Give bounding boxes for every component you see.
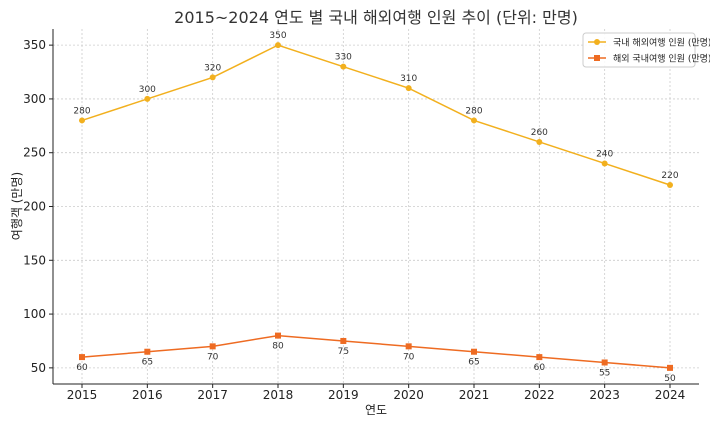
data-point bbox=[601, 160, 608, 167]
x-tick-label: 2015 bbox=[67, 388, 98, 402]
x-tick-label: 2018 bbox=[263, 388, 294, 402]
data-point bbox=[471, 348, 477, 355]
data-label: 260 bbox=[531, 128, 548, 138]
data-point bbox=[209, 343, 216, 350]
data-label: 280 bbox=[73, 106, 90, 116]
series-line bbox=[81, 44, 671, 186]
y-axis-label: 여행객 (만명) bbox=[9, 172, 24, 240]
series-2: 60 65 70 80 75 70 65 60 55 50 bbox=[76, 332, 676, 384]
data-label: 80 bbox=[272, 342, 284, 352]
data-point bbox=[79, 354, 85, 361]
data-point bbox=[144, 95, 151, 102]
data-point bbox=[144, 348, 151, 355]
data-label: 220 bbox=[661, 171, 678, 181]
series-1: 280 300 320 350 330 310 280 260 240 220 bbox=[73, 31, 679, 188]
chart-title: 2015~2024 연도 별 국내 해외여행 인원 추이 (단위: 만명) bbox=[174, 8, 578, 27]
legend: 국내 해외여행 인원 (만명) 해외 국내여행 인원 (만명) bbox=[582, 32, 710, 68]
data-label: 60 bbox=[534, 363, 546, 373]
y-tick-label: 350 bbox=[23, 38, 46, 52]
data-point bbox=[405, 343, 412, 350]
data-label: 75 bbox=[338, 347, 349, 357]
data-point bbox=[405, 85, 412, 92]
x-tick-label: 2023 bbox=[589, 388, 620, 402]
data-point bbox=[601, 359, 608, 366]
data-point bbox=[340, 337, 347, 344]
data-label: 65 bbox=[142, 358, 153, 368]
legend-item: 국내 해외여행 인원 (만명) bbox=[588, 37, 710, 49]
x-tick-label: 2020 bbox=[393, 388, 424, 402]
legend-marker bbox=[594, 55, 600, 61]
data-point bbox=[275, 332, 281, 339]
data-point bbox=[340, 63, 347, 70]
data-label: 320 bbox=[204, 63, 221, 73]
x-tick-label: 2022 bbox=[524, 388, 555, 402]
x-tick-label: 2017 bbox=[197, 388, 228, 402]
x-axis-label: 연도 bbox=[365, 403, 387, 417]
y-tick-label: 100 bbox=[23, 307, 46, 321]
series-line bbox=[81, 334, 671, 369]
y-tick-label: 250 bbox=[23, 146, 46, 160]
data-point bbox=[667, 364, 673, 371]
data-label: 330 bbox=[335, 53, 352, 63]
data-point bbox=[79, 117, 85, 124]
axes: 2015 2016 2017 2018 2019 2020 2021 2022 2023 2024… bbox=[23, 29, 699, 402]
legend-marker bbox=[594, 39, 600, 45]
data-label: 300 bbox=[139, 85, 156, 95]
x-tick-label: 2021 bbox=[459, 388, 490, 402]
x-tick-label: 2024 bbox=[655, 388, 686, 402]
data-label: 240 bbox=[596, 149, 613, 159]
data-label: 280 bbox=[465, 106, 482, 116]
x-tick-label: 2016 bbox=[132, 388, 163, 402]
data-label: 350 bbox=[269, 31, 286, 41]
y-tick-label: 300 bbox=[23, 92, 46, 106]
data-point bbox=[471, 117, 477, 124]
legend-item: 해외 국내여행 인원 (만명) bbox=[588, 53, 710, 65]
data-label: 60 bbox=[76, 363, 88, 373]
data-point bbox=[667, 181, 673, 188]
x-tick-label: 2019 bbox=[328, 388, 359, 402]
data-label: 310 bbox=[400, 74, 417, 84]
grid bbox=[53, 29, 699, 384]
legend-label: 해외 국내여행 인원 (만명) bbox=[613, 53, 710, 65]
y-tick-label: 150 bbox=[23, 253, 46, 267]
y-tick-label: 50 bbox=[31, 361, 46, 375]
data-point bbox=[275, 42, 281, 49]
data-label: 50 bbox=[664, 374, 676, 384]
data-label: 70 bbox=[207, 352, 219, 362]
data-label: 70 bbox=[403, 352, 415, 362]
data-point bbox=[536, 138, 543, 145]
legend-label: 국내 해외여행 인원 (만명) bbox=[613, 37, 710, 49]
data-point bbox=[536, 354, 543, 361]
legend-box bbox=[582, 32, 696, 68]
data-point bbox=[209, 74, 216, 81]
data-label: 55 bbox=[599, 368, 610, 378]
data-label: 65 bbox=[468, 358, 479, 368]
y-tick-label: 200 bbox=[23, 200, 46, 214]
series-layer: 280 300 320 350 330 310 280 260 240 220 60 65 70 80 75… bbox=[73, 31, 678, 384]
